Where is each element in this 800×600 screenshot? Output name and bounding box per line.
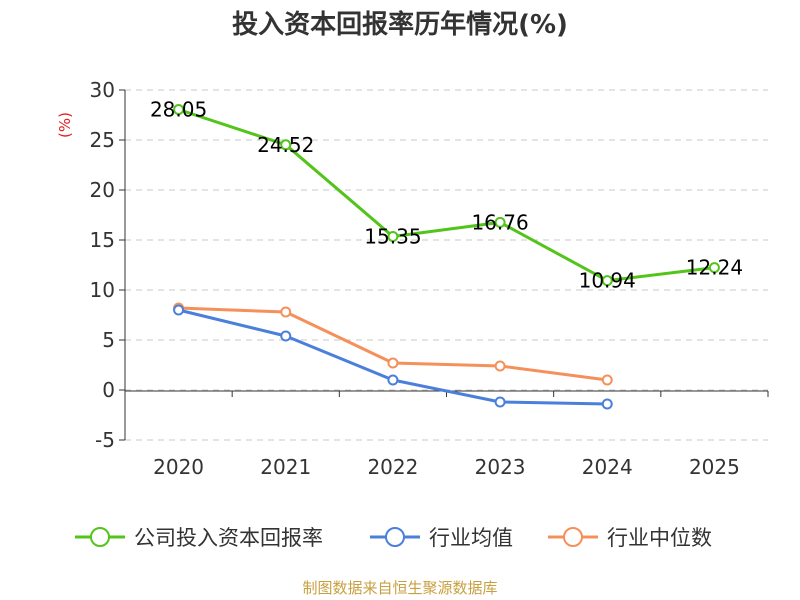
series-line [178, 306, 608, 382]
data-point [387, 231, 399, 242]
data-label: 16.76 [471, 210, 528, 234]
source-note: 制图数据来自恒生聚源数据库 [302, 579, 497, 597]
series [173, 104, 720, 410]
data-label: 15.35 [364, 225, 421, 249]
y-tick-label: -5 [95, 428, 115, 452]
series-line [178, 108, 715, 283]
y-tick-label: 30 [90, 78, 115, 102]
data-point [280, 306, 292, 318]
data-point [601, 398, 613, 410]
legend-marker-icon [90, 527, 110, 547]
data-label: 10.94 [579, 269, 636, 293]
legend-label: 行业中位数 [607, 526, 712, 550]
data-label: 24.52 [257, 133, 314, 157]
data-point [601, 374, 613, 386]
y-tick-label: 0 [102, 378, 115, 402]
data-label: 28.05 [150, 98, 207, 122]
data-point [494, 360, 506, 372]
grid-lines [125, 89, 768, 441]
data-point [387, 357, 399, 369]
y-tick-label: 10 [90, 278, 115, 302]
y-axis-label: (%) [56, 112, 74, 138]
y-tick-label: 25 [90, 128, 115, 152]
legend-item[interactable]: 公司投入资本回报率 [75, 526, 323, 550]
legend-marker-icon [385, 527, 405, 547]
data-labels: 28.05 24.52 15.35 16.76 10.94 12.24 [150, 98, 743, 293]
legend-marker-icon [563, 527, 583, 547]
y-tick-label: 20 [90, 178, 115, 202]
data-point [494, 216, 506, 228]
legend-label: 行业均值 [429, 526, 513, 550]
y-tick-label: 5 [102, 328, 115, 352]
legend-label: 公司投入资本回报率 [134, 526, 323, 550]
data-point [601, 275, 613, 287]
legend: 公司投入资本回报率 行业均值 行业中位数 [75, 526, 712, 550]
data-point [173, 104, 185, 115]
legend-item[interactable]: 行业中位数 [548, 526, 712, 550]
chart-title: 投入资本回报率历年情况(%) [232, 9, 568, 40]
data-point [280, 330, 292, 342]
y-tick-label: 15 [90, 228, 115, 252]
legend-item[interactable]: 行业均值 [370, 526, 513, 550]
axes: 30 25 20 15 10 5 0 -5 2020 2021 2022 2023 2024 2025 [90, 78, 769, 479]
data-point [173, 304, 185, 316]
data-point [280, 139, 292, 151]
data-point [708, 262, 720, 274]
data-label: 12.24 [686, 256, 743, 280]
data-point [494, 396, 506, 408]
x-tick-label: 2024 [582, 455, 633, 479]
x-tick-label: 2020 [153, 455, 204, 479]
data-point [387, 374, 399, 386]
x-tick-label: 2025 [689, 455, 740, 479]
x-tick-label: 2021 [260, 455, 311, 479]
x-tick-label: 2023 [475, 455, 526, 479]
x-tick-label: 2022 [367, 455, 418, 479]
